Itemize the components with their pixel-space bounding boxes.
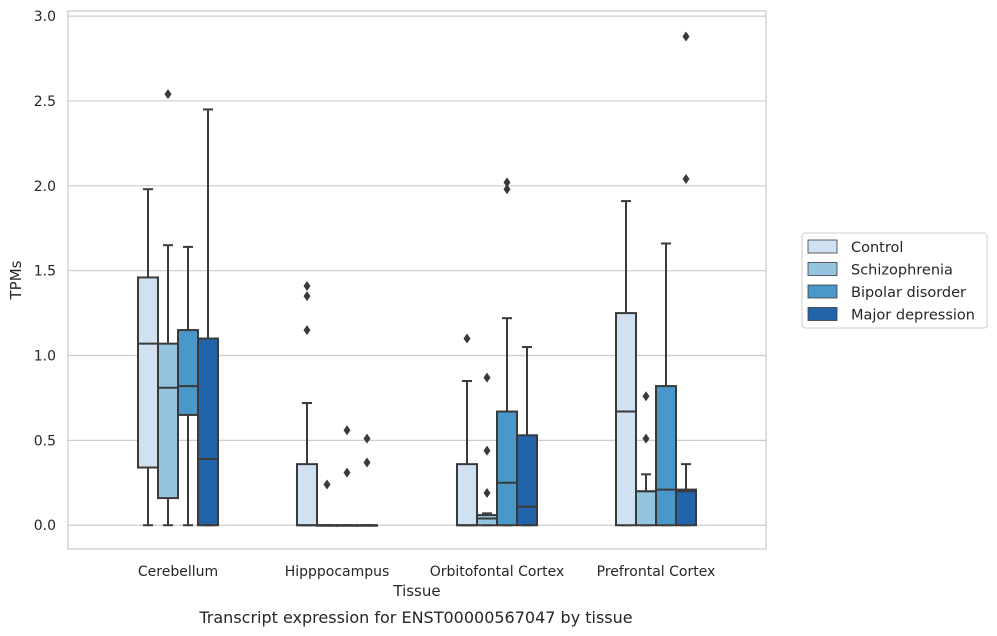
legend-swatch (807, 262, 838, 276)
outlier-point (363, 433, 371, 444)
y-tick-label: 0.5 (34, 433, 56, 449)
outlier-point (503, 184, 511, 195)
y-tick-label: 1.0 (34, 349, 56, 365)
box-plot (316, 479, 338, 527)
x-axis-label: Tissue (392, 582, 440, 600)
series-schizophrenia (157, 89, 657, 527)
legend-label: Control (851, 240, 903, 256)
box-plot (137, 188, 159, 527)
legend-item: Bipolar disorder (807, 284, 966, 301)
box-plot (635, 391, 657, 527)
outlier-point (483, 487, 491, 498)
box-iqr (476, 514, 498, 527)
y-tick-label: 2.5 (34, 94, 56, 110)
x-tick-label: Orbitofontal Cortex (430, 564, 565, 580)
x-tick-label: Cerebellum (138, 564, 218, 580)
legend-item: Major depression (807, 307, 975, 324)
outlier-point (642, 391, 650, 402)
box-iqr (655, 385, 677, 527)
box-iqr (296, 463, 318, 527)
box-plot (675, 31, 697, 527)
y-tick-label: 2.0 (34, 179, 56, 195)
box-plot (516, 346, 538, 527)
outlier-point (363, 457, 371, 468)
legend-label: Bipolar disorder (851, 285, 966, 301)
box-plot (197, 108, 219, 527)
box-plot (496, 177, 518, 527)
outlier-point (303, 280, 311, 291)
outlier-point (503, 177, 511, 188)
box-plot (336, 425, 358, 527)
legend-swatch (807, 284, 838, 299)
box-iqr (675, 488, 697, 527)
chart-caption: Transcript expression for ENST0000056704… (198, 608, 632, 627)
box-iqr (456, 463, 478, 527)
y-axis-label: TPMs (7, 260, 25, 300)
y-tick-labels: 0.0 0.5 1.0 1.5 2.0 2.5 3.0 (34, 9, 56, 534)
outlier-point (682, 31, 690, 42)
box-plot (655, 242, 677, 527)
x-tick-labels: Cerebellum Hipppocampus Orbitofontal Corte… (138, 564, 715, 580)
legend-label: Schizophrenia (851, 263, 953, 279)
series-control (137, 188, 637, 527)
outlier-point (343, 467, 351, 478)
legend-swatch (807, 239, 838, 254)
y-tick-label: 3.0 (34, 9, 56, 25)
box-plot (157, 89, 179, 527)
box-series (137, 31, 697, 527)
outlier-point (463, 333, 471, 344)
box-iqr (615, 312, 637, 527)
legend-swatch (807, 307, 838, 321)
box-iqr (197, 337, 219, 527)
box-iqr (157, 342, 179, 500)
outlier-point (483, 372, 491, 383)
box-plot (356, 433, 378, 527)
box-plot (476, 372, 498, 527)
box-iqr (137, 276, 159, 469)
legend-frame (801, 232, 988, 329)
box-plot (177, 245, 199, 527)
x-tick-label: Prefrontal Cortex (597, 564, 716, 580)
outlier-point (303, 325, 311, 336)
outlier-point (323, 479, 331, 490)
outlier-point (303, 291, 311, 302)
legend: Control Schizophrenia Bipolar disorder Majo… (801, 232, 988, 329)
x-tick-label: Hipppocampus (285, 564, 390, 580)
outlier-point (343, 425, 351, 436)
legend-item: Schizophrenia (807, 262, 953, 279)
series-bipolar-disorder (177, 177, 677, 527)
box-plot (456, 333, 478, 527)
box-iqr (516, 434, 538, 527)
outlier-point (483, 445, 491, 456)
box-plot (615, 200, 637, 527)
box-iqr (177, 329, 199, 416)
legend-item: Control (807, 239, 903, 256)
outlier-point (682, 174, 690, 185)
box-plot (296, 280, 318, 527)
plot-frame (67, 10, 767, 550)
outlier-point (164, 89, 172, 100)
y-tick-label: 0.0 (34, 518, 56, 534)
box-iqr (635, 490, 657, 527)
box-iqr (496, 410, 518, 527)
y-tick-label: 1.5 (34, 264, 56, 280)
series-major-depression (197, 31, 697, 527)
outlier-point (642, 433, 650, 444)
legend-label: Major depression (851, 308, 975, 324)
